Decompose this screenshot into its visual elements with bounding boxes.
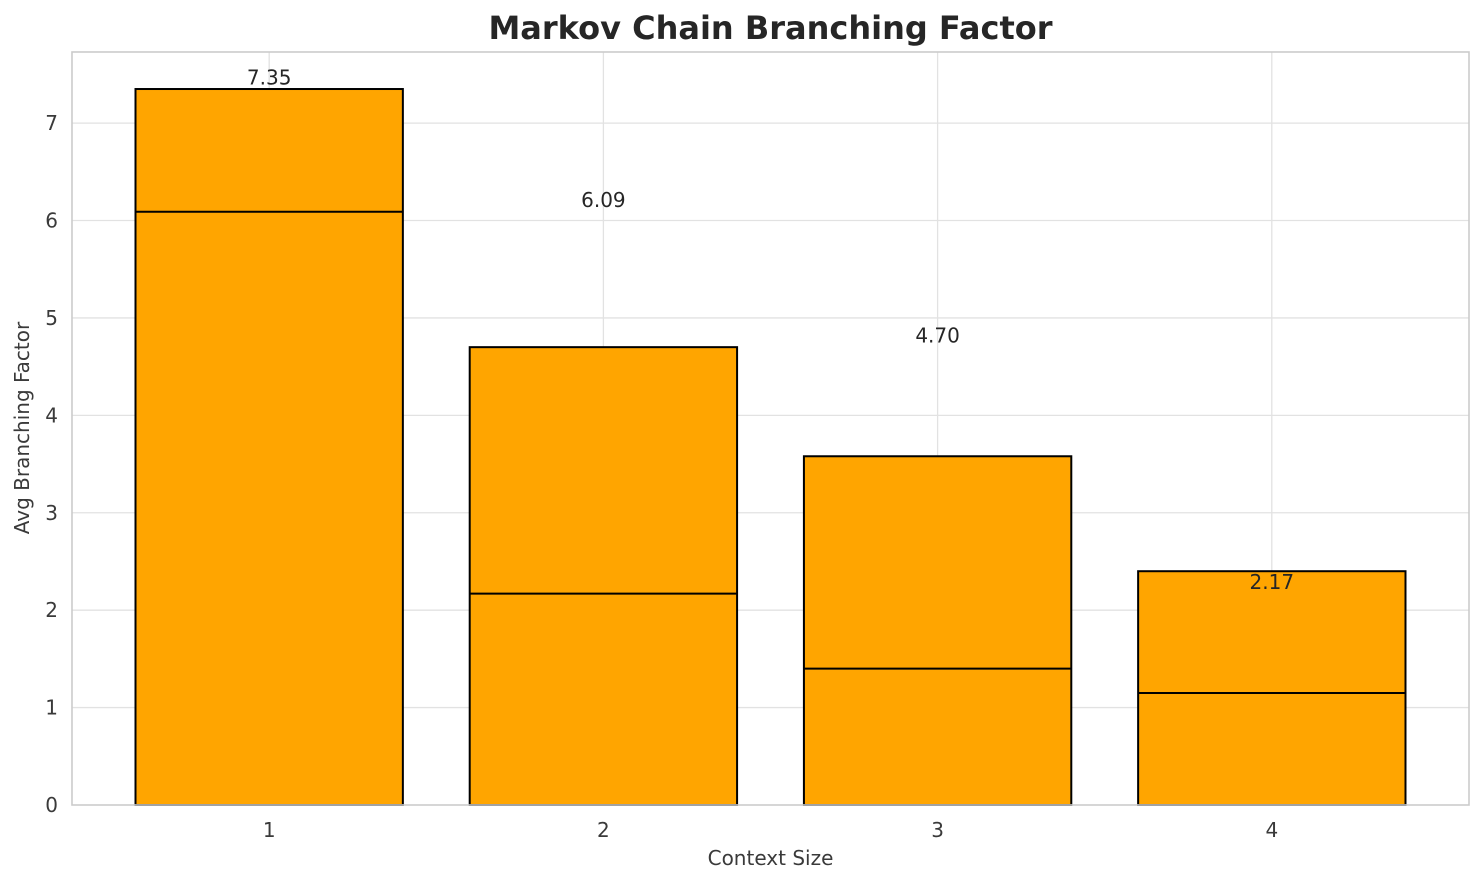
bar-value-label: 2.17 xyxy=(1250,570,1295,594)
y-tick-label: 7 xyxy=(45,111,58,135)
bar xyxy=(802,455,1073,806)
bar-value-label: 6.09 xyxy=(581,188,626,212)
y-tick-label: 4 xyxy=(45,403,58,427)
y-axis-label-text: Avg Branching Factor xyxy=(10,321,34,535)
y-tick-label: 2 xyxy=(45,598,58,622)
bar-value-label: 4.70 xyxy=(915,323,960,347)
x-axis-label: Context Size xyxy=(707,846,834,870)
y-tick-label: 3 xyxy=(45,501,58,525)
plot-border xyxy=(71,51,1470,806)
y-tick-label: 6 xyxy=(45,209,58,233)
x-tick-label: 3 xyxy=(931,818,944,842)
y-tick-label: 1 xyxy=(45,696,58,720)
y-tick-label: 0 xyxy=(45,793,58,817)
x-tick-label: 2 xyxy=(597,818,610,842)
bar-value-label: 7.35 xyxy=(247,65,292,89)
x-tick-label: 4 xyxy=(1265,818,1278,842)
chart-title: Markov Chain Branching Factor xyxy=(488,9,1053,47)
x-tick-label: 1 xyxy=(263,818,276,842)
bar xyxy=(1137,570,1407,807)
bar xyxy=(468,346,739,806)
y-tick-label: 5 xyxy=(45,306,58,330)
bar xyxy=(134,88,404,806)
